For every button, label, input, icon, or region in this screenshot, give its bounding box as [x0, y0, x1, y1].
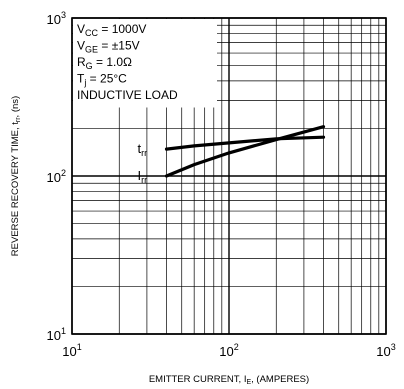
x-tick-label: 103: [376, 342, 395, 359]
y-tick-label: 103: [47, 10, 66, 27]
y-tick-label: 101: [47, 326, 66, 343]
condition-line: VGE = ±15V: [77, 39, 140, 55]
condition-line: RG = 1.0Ω: [77, 55, 132, 71]
x-tick-label: 101: [62, 342, 81, 359]
series-label-t_rr: trr: [138, 141, 148, 158]
y-axis-title: REVERSE RECOVERY TIME, trr, (ns): [10, 96, 22, 256]
condition-line: VCC = 1000V: [77, 22, 146, 38]
series-line-t_rr: [164, 135, 326, 151]
condition-line: INDUCTIVE LOAD: [77, 88, 178, 102]
series-line-i_rr: [164, 125, 326, 178]
x-axis-title: EMITTER CURRENT, IE, (AMPERES): [149, 374, 309, 386]
condition-line: Tj = 25°C: [77, 72, 127, 88]
y-tick-label: 102: [47, 168, 66, 185]
x-tick-label: 102: [219, 342, 238, 359]
plot-frame: [71, 17, 387, 335]
series-label-i_rr: Irr: [138, 168, 148, 185]
conditions-box: [73, 19, 217, 108]
